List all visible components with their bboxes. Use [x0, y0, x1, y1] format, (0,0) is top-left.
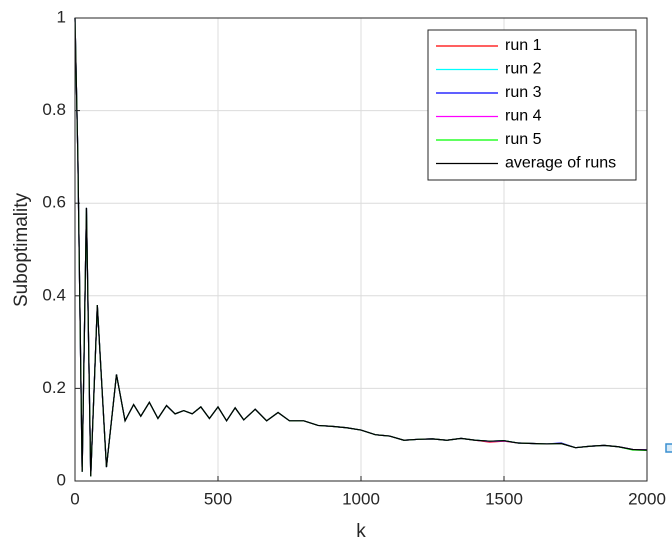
- y-tick-label: 0.6: [42, 193, 66, 212]
- x-axis-label: k: [356, 521, 366, 542]
- legend-label: run 1: [505, 37, 542, 54]
- legend-label: run 2: [505, 61, 542, 78]
- x-tick-label: 1500: [485, 489, 523, 508]
- y-tick-label: 1: [57, 7, 66, 26]
- legend-label: run 4: [505, 108, 542, 125]
- series-line: [74, 17, 648, 477]
- legend-label: run 5: [505, 131, 542, 148]
- edge-widget: [665, 443, 672, 453]
- axes-box: [74, 17, 648, 482]
- legend-label: run 3: [505, 84, 542, 101]
- y-tick-label: 0.2: [42, 378, 66, 397]
- y-tick-label: 0: [57, 470, 66, 489]
- x-tick-label: 0: [70, 489, 79, 508]
- y-axis-label: Suboptimality: [11, 192, 32, 307]
- x-tick-label: 1000: [342, 489, 380, 508]
- x-tick-label: 500: [204, 489, 232, 508]
- x-tick-label: 2000: [628, 489, 666, 508]
- legend-box: [427, 29, 637, 181]
- y-tick-label: 0.8: [42, 100, 66, 119]
- y-tick-label: 0.4: [42, 285, 66, 304]
- legend: run 1 run 2 run 3 run 4 run 5 average of runs: [427, 29, 637, 181]
- legend-label: average of runs: [505, 155, 616, 172]
